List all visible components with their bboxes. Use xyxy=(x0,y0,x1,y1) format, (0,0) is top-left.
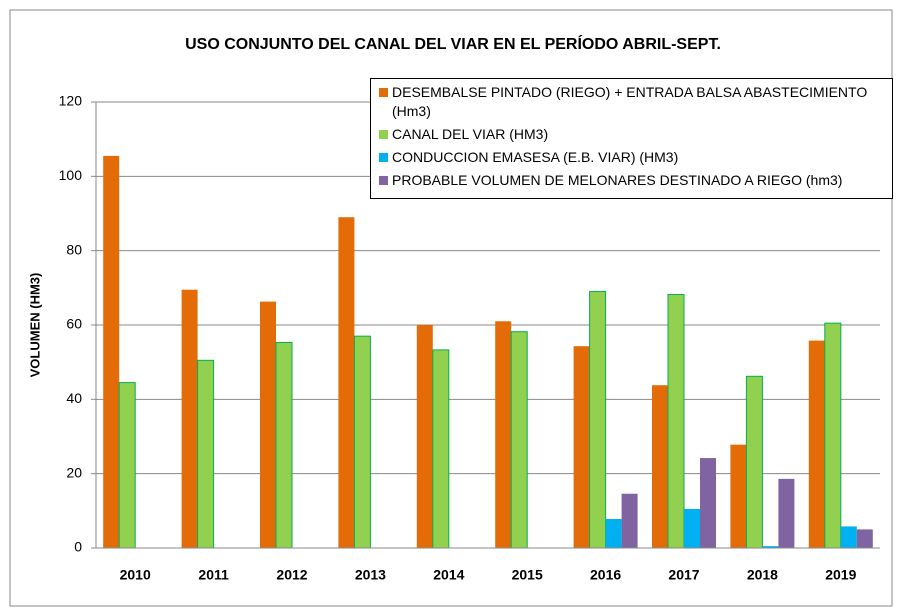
legend-label: CANAL DEL VIAR (HM3) xyxy=(392,126,549,142)
y-axis-label: VOLUMEN (HM3) xyxy=(27,273,42,378)
bar xyxy=(856,529,873,548)
bar xyxy=(700,458,716,548)
y-tick-label: 120 xyxy=(59,93,83,109)
bar xyxy=(338,217,355,548)
bar xyxy=(260,301,276,548)
bar xyxy=(573,346,590,548)
legend-swatch xyxy=(379,88,388,97)
y-tick-label: 0 xyxy=(74,539,82,555)
y-tick-label: 40 xyxy=(66,390,82,406)
bar xyxy=(778,478,795,548)
legend-item: PROBABLE VOLUMEN DE MELONARES DESTINADO … xyxy=(379,171,884,190)
x-tick-label: 2016 xyxy=(590,567,621,583)
y-tick-label: 80 xyxy=(66,241,82,257)
bar xyxy=(432,349,450,549)
legend-label: CONDUCCION EMASESA (E.B. VIAR) (HM3) xyxy=(392,149,679,165)
bar xyxy=(824,322,842,549)
bar xyxy=(762,546,779,548)
x-tick-label: 2017 xyxy=(668,567,699,583)
x-tick-label: 2012 xyxy=(276,567,307,583)
bar xyxy=(416,325,433,548)
bar xyxy=(510,331,528,549)
y-tick-label: 60 xyxy=(66,316,82,332)
legend-swatch xyxy=(379,176,388,185)
legend-item: CANAL DEL VIAR (HM3) xyxy=(379,125,884,144)
bar xyxy=(745,375,763,549)
x-tick-label: 2010 xyxy=(120,567,151,583)
bar xyxy=(118,382,136,549)
bar xyxy=(353,335,371,549)
legend-item: CONDUCCION EMASESA (E.B. VIAR) (HM3) xyxy=(379,148,884,167)
bar xyxy=(589,291,607,549)
bar xyxy=(103,155,120,548)
bar xyxy=(275,341,293,549)
chart-title: USO CONJUNTO DEL CANAL DEL VIAR EN EL PE… xyxy=(185,34,721,53)
y-tick-label: 100 xyxy=(59,167,83,183)
bar xyxy=(684,508,700,548)
x-tick-label: 2013 xyxy=(355,567,386,583)
y-tick-label: 20 xyxy=(66,464,82,480)
legend-swatch xyxy=(379,130,388,139)
x-tick-label: 2019 xyxy=(825,567,856,583)
x-tick-label: 2015 xyxy=(512,567,543,583)
bar xyxy=(840,526,857,548)
x-tick-label: 2018 xyxy=(747,567,778,583)
bar xyxy=(197,359,215,549)
bar xyxy=(808,340,825,548)
legend-label: PROBABLE VOLUMEN DE MELONARES DESTINADO … xyxy=(392,172,843,188)
legend-item: DESEMBALSE PINTADO (RIEGO) + ENTRADA BAL… xyxy=(379,83,884,121)
bar xyxy=(652,385,668,548)
legend-label: DESEMBALSE PINTADO (RIEGO) + ENTRADA BAL… xyxy=(392,84,868,119)
bar xyxy=(495,321,512,548)
x-tick-label: 2014 xyxy=(433,567,464,583)
bar xyxy=(621,493,638,548)
bar xyxy=(730,444,747,548)
bar xyxy=(181,289,198,548)
bar xyxy=(605,519,622,548)
legend: DESEMBALSE PINTADO (RIEGO) + ENTRADA BAL… xyxy=(370,78,893,199)
bar xyxy=(667,294,685,549)
x-tick-label: 2011 xyxy=(198,567,229,583)
legend-swatch xyxy=(379,153,388,162)
